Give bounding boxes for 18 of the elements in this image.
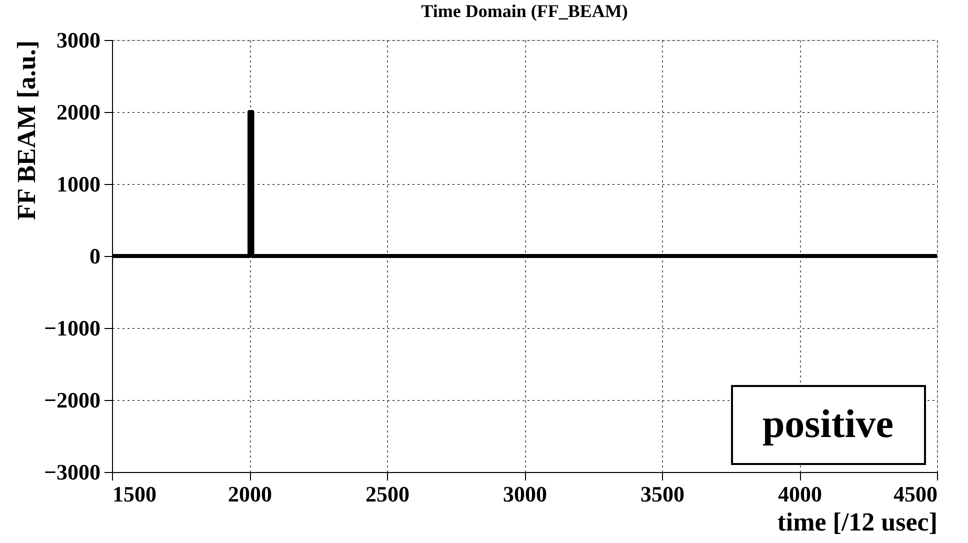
y-tick-label: −3000 [44,460,100,484]
y-tick-label: −2000 [44,388,100,412]
y-axis-title: FF BEAM [a.u.] [12,40,41,220]
x-tick-label: 2500 [366,482,410,506]
y-tick-label: 3000 [56,28,100,52]
y-tick-label: 0 [90,244,100,268]
x-tick-label: 3000 [503,482,547,506]
y-tick-label: −1000 [44,316,100,340]
chart-title: Time Domain (FF_BEAM) [421,1,628,21]
x-tick-label: 3500 [640,482,684,506]
x-tick-label: 1500 [112,482,156,506]
y-tick-label: 1000 [56,172,100,196]
x-tick-label: 2000 [228,482,272,506]
y-tick-label: 2000 [56,100,100,124]
x-tick-label: 4000 [778,482,822,506]
x-axis-title: time [/12 usec] [777,508,938,536]
x-tick-label: 4500 [894,482,938,506]
annotation: positive [762,401,894,446]
